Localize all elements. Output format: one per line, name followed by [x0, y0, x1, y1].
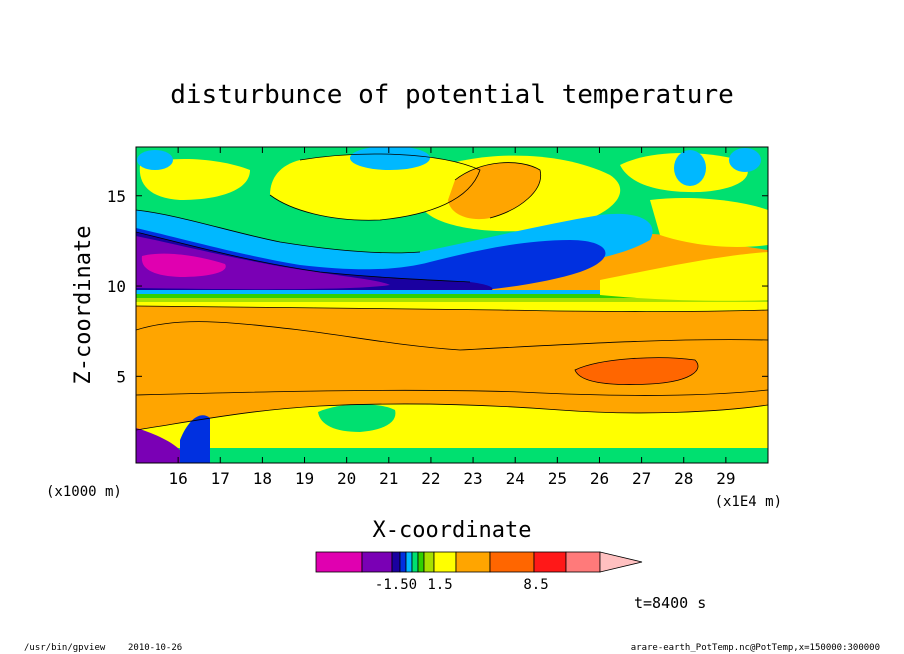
- data-source: arare-earth_PotTemp.nc@PotTemp,x=150000:…: [631, 643, 880, 653]
- x-tick-label: 28: [674, 469, 693, 488]
- region-upper-yellow-d: [139, 158, 250, 200]
- colorbar-cell: [405, 551, 413, 573]
- plot-frame: [135, 146, 769, 464]
- x-tick-label: 16: [169, 469, 188, 488]
- colorbar-cell: [489, 551, 535, 573]
- x-tick-label: 19: [295, 469, 314, 488]
- region-surface-left-blue: [180, 415, 210, 463]
- x-tick-label: 20: [337, 469, 356, 488]
- colorbar-cell: [565, 551, 601, 573]
- band-transition-yellow: [136, 302, 768, 312]
- region-upper-cyan-a: [350, 147, 430, 170]
- region-upper-cyan-d: [729, 148, 761, 172]
- region-magenta-core: [141, 253, 226, 277]
- chart-title: disturbunce of potential temperature: [170, 80, 734, 110]
- colorbar-label: 1.5: [427, 577, 452, 593]
- y-axis-label: Z-coordinate: [71, 226, 96, 385]
- region-yellow-right: [600, 252, 768, 301]
- plot-date: 2010-10-26: [128, 643, 182, 653]
- colorbar-label: 8.5: [523, 577, 548, 593]
- x-tick-label: 26: [590, 469, 609, 488]
- y-axis: 5 10 15: [107, 187, 768, 386]
- colorbar-cell: [411, 551, 419, 573]
- x-units-right: (x1E4 m): [715, 494, 782, 510]
- colorbar-cell: [361, 551, 393, 573]
- region-upper-cyan-c: [137, 150, 173, 170]
- x-tick-label: 21: [379, 469, 398, 488]
- y-tick-label: 15: [107, 187, 126, 206]
- x-tick-label: 24: [506, 469, 525, 488]
- region-upper-cyan-b: [674, 150, 706, 186]
- region-surface-left: [136, 428, 180, 463]
- y-tick-label: 5: [116, 367, 126, 386]
- colorbar-cell: [417, 551, 425, 573]
- colorbar-cell: [433, 551, 457, 573]
- colorbar-label: -1.50: [375, 577, 417, 593]
- plot-area: [136, 147, 768, 463]
- band-surface-green: [136, 448, 768, 463]
- x-axis: 16 17 18 19 20 21 22 23 24 25 26 27 28 29: [169, 147, 735, 488]
- colorbar-cell: [423, 551, 435, 573]
- colorbar-cell: [315, 551, 363, 573]
- colorbar: -1.50 1.5 8.5: [315, 551, 643, 593]
- colorbar-cell: [455, 551, 491, 573]
- x-tick-label: 18: [253, 469, 272, 488]
- x-tick-label: 17: [211, 469, 230, 488]
- colorbar-cell: [533, 551, 567, 573]
- x-tick-label: 23: [463, 469, 482, 488]
- colorbar-arrow: [599, 551, 643, 573]
- program-path: /usr/bin/gpview: [24, 643, 106, 653]
- x-tick-label: 29: [716, 469, 735, 488]
- band-transition-lime: [136, 298, 768, 302]
- contour-lines: [136, 153, 768, 431]
- x-tick-label: 27: [632, 469, 651, 488]
- colorbar-cell: [391, 551, 401, 573]
- x-tick-label: 22: [421, 469, 440, 488]
- x-units-left: (x1000 m): [46, 484, 122, 500]
- time-label: t=8400 s: [634, 594, 706, 612]
- colorbar-cell: [399, 551, 407, 573]
- region-upper-yellow-e: [650, 198, 768, 247]
- band-transition-green: [136, 294, 768, 298]
- band-transition-cyan: [136, 290, 768, 294]
- x-axis-label: X-coordinate: [373, 518, 532, 543]
- region-lower-green: [318, 404, 396, 432]
- x-tick-label: 25: [548, 469, 567, 488]
- y-tick-label: 10: [107, 277, 126, 296]
- region-upper-orange: [448, 162, 541, 220]
- region-orange-dark: [575, 357, 698, 385]
